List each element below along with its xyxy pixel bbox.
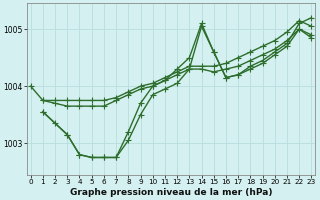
X-axis label: Graphe pression niveau de la mer (hPa): Graphe pression niveau de la mer (hPa) [70, 188, 272, 197]
